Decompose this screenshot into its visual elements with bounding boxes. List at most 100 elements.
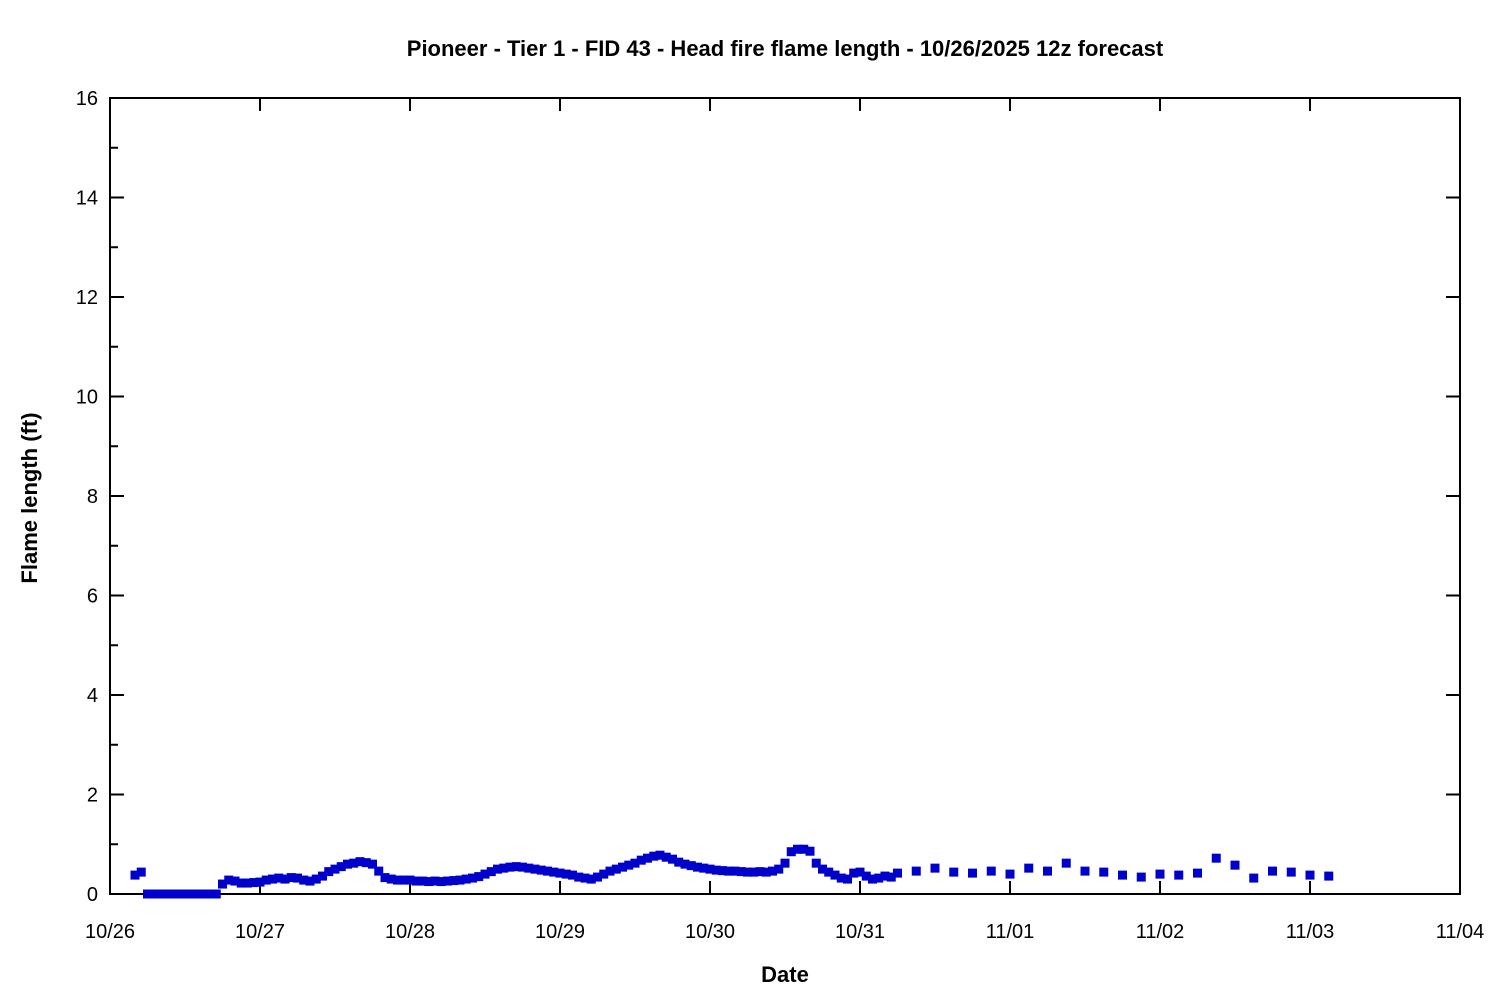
data-point [1268, 866, 1277, 876]
data-point [293, 873, 302, 883]
data-point [755, 867, 765, 877]
data-point [1118, 870, 1127, 880]
data-point [886, 872, 896, 882]
data-point [836, 873, 846, 883]
data-point [530, 864, 540, 874]
data-point [424, 877, 434, 887]
data-point [611, 864, 621, 874]
data-point [824, 867, 834, 877]
data-point [549, 867, 559, 877]
data-point [830, 870, 840, 880]
data-point [474, 872, 484, 882]
data-point [1155, 869, 1165, 879]
data-point [536, 865, 546, 875]
data-point [330, 864, 340, 874]
y-tick-label: 6 [87, 586, 98, 608]
data-point [211, 889, 221, 899]
data-point [624, 860, 634, 870]
data-point [636, 855, 646, 865]
data-point [761, 867, 771, 877]
y-tick-label: 8 [87, 486, 98, 508]
data-point [649, 851, 659, 861]
data-point [149, 889, 159, 899]
data-point [180, 889, 190, 899]
data-point [580, 873, 590, 883]
data-point [680, 859, 690, 869]
data-point [411, 876, 421, 886]
data-point [1136, 872, 1146, 882]
data-point [736, 867, 746, 877]
data-point [368, 859, 377, 869]
data-point [805, 846, 815, 856]
data-point [718, 866, 727, 876]
data-point [405, 875, 415, 885]
data-point [911, 866, 921, 876]
data-point [786, 847, 796, 857]
data-point [518, 862, 527, 872]
data-point [505, 862, 515, 872]
data-point [455, 875, 465, 885]
data-point [443, 876, 452, 886]
data-point [480, 869, 490, 879]
x-tick-label: 10/26 [85, 921, 135, 943]
data-point [561, 869, 571, 879]
data-point [1080, 866, 1090, 876]
data-point [299, 875, 309, 885]
data-point [336, 862, 346, 872]
data-point [593, 872, 602, 882]
data-point [674, 857, 684, 867]
data-point [380, 873, 390, 883]
data-point [224, 875, 234, 885]
data-point [311, 874, 321, 884]
data-point [386, 874, 396, 884]
y-tick-label: 2 [87, 785, 98, 807]
x-tick-label: 10/27 [235, 921, 285, 943]
data-point [280, 874, 290, 884]
data-point [1005, 869, 1015, 879]
data-point [205, 889, 215, 899]
data-point [1211, 853, 1221, 863]
data-point [430, 876, 440, 886]
data-point [793, 844, 802, 854]
data-point [393, 875, 402, 885]
data-point [930, 863, 940, 873]
chart-title: Pioneer - Tier 1 - FID 43 - Head fire fl… [406, 36, 1164, 61]
data-point [711, 865, 721, 875]
data-point [324, 867, 334, 877]
data-point [811, 858, 821, 868]
data-point [418, 876, 427, 886]
data-point [586, 874, 596, 884]
data-point [236, 878, 246, 888]
data-point [486, 867, 496, 877]
data-point [861, 871, 871, 881]
axis-frame [109, 97, 1461, 895]
data-point [174, 889, 184, 899]
data-point [774, 864, 784, 874]
data-point [655, 850, 665, 860]
data-point [705, 864, 715, 874]
data-point [1061, 858, 1071, 868]
data-point [599, 869, 609, 879]
data-point [849, 868, 859, 878]
data-point [493, 864, 502, 874]
data-point [305, 876, 315, 886]
x-tick-label: 10/29 [535, 921, 585, 943]
x-tick-label: 10/30 [685, 921, 735, 943]
data-point [168, 889, 177, 899]
data-point [155, 889, 165, 899]
data-point [255, 877, 265, 887]
data-point [630, 858, 640, 868]
data-point [661, 852, 671, 862]
data-point [355, 857, 365, 867]
data-point [868, 874, 877, 884]
data-point [1230, 860, 1240, 870]
data-point [799, 844, 809, 854]
data-point [449, 876, 459, 886]
data-point [249, 878, 259, 888]
data-point [1193, 868, 1202, 878]
data-point [374, 866, 384, 876]
x-axis-title: Date [761, 962, 809, 987]
data-point [743, 867, 752, 877]
data-point [143, 889, 152, 899]
